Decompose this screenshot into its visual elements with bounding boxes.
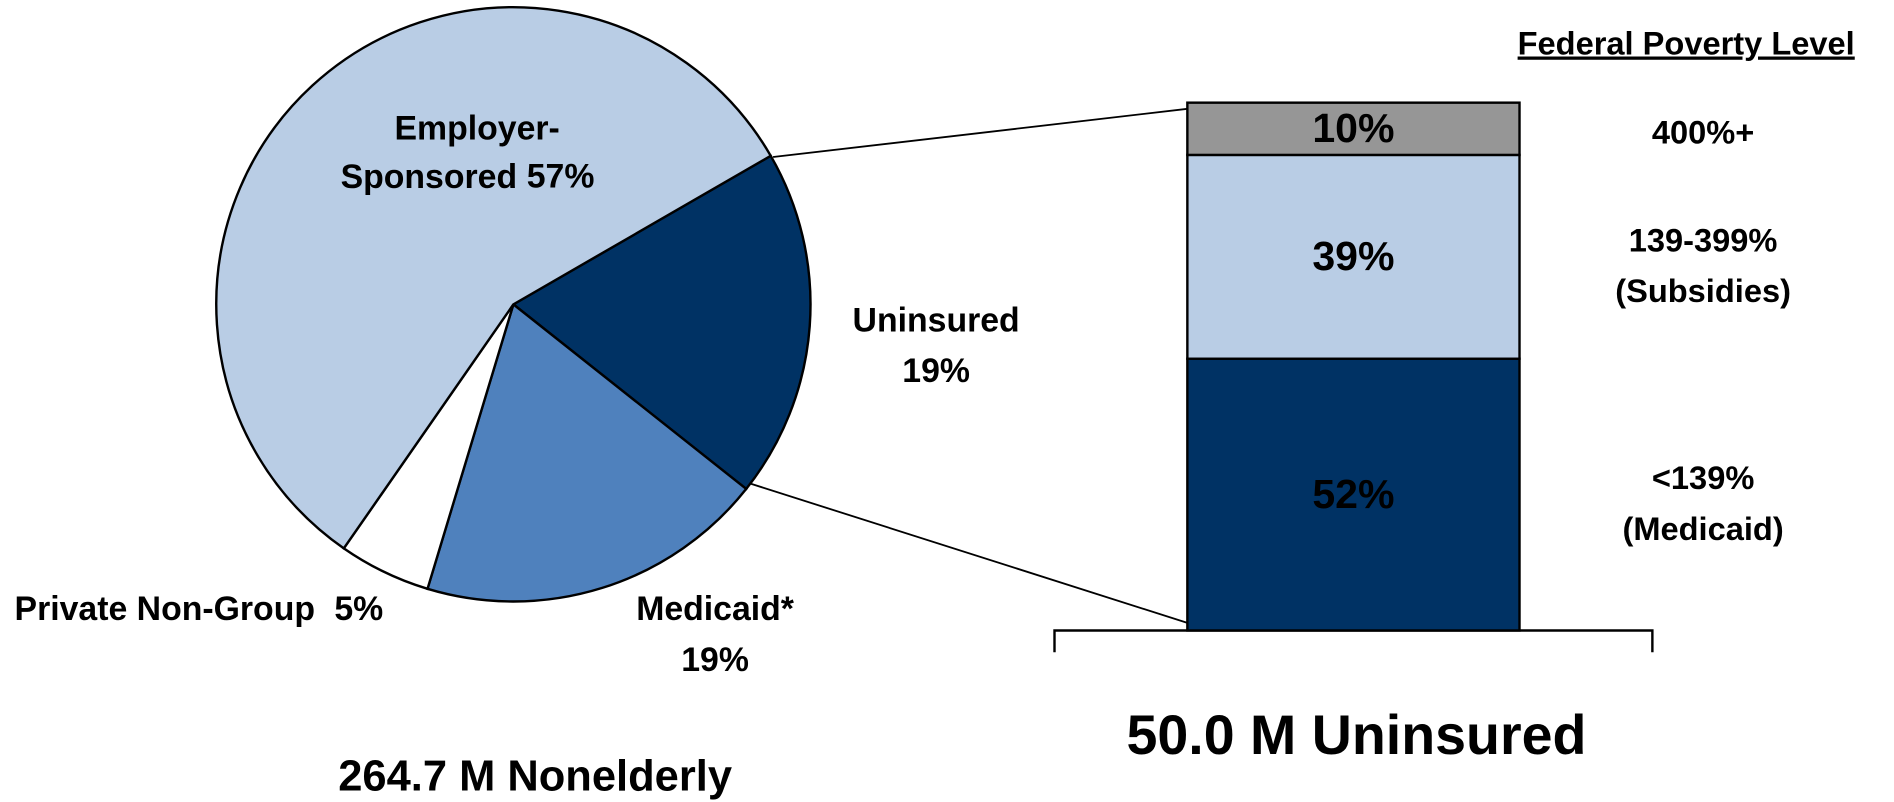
- connector: [772, 107, 1189, 158]
- slice-value: 5%: [334, 590, 383, 628]
- pie-slices: [215, 6, 812, 603]
- value-label: 52%: [1312, 471, 1394, 517]
- bracket: [1053, 629, 1654, 653]
- pie-slice: [426, 302, 748, 603]
- legend-label: 139-399% (Subsidies): [1615, 221, 1791, 309]
- legend-title: Federal Poverty Level: [1518, 25, 1855, 62]
- slice-label: Private Non-Group: [15, 590, 315, 628]
- slice-value: 19%: [902, 352, 970, 390]
- slice-value: 19%: [681, 641, 749, 679]
- bar-segment: [1186, 101, 1521, 157]
- slice-label: Medicaid*: [636, 590, 795, 628]
- value-label: 39%: [1312, 233, 1394, 279]
- slice-value: 57%: [527, 158, 595, 196]
- bar-title: 50.0 M Uninsured: [1126, 704, 1586, 766]
- connector: [748, 482, 1189, 625]
- value-label: 10%: [1312, 105, 1394, 151]
- pie-slice: [215, 6, 773, 551]
- pie-slice: [511, 154, 812, 491]
- bar-segment: [1186, 357, 1521, 632]
- slice-label: Uninsured: [853, 301, 1020, 339]
- legend-label: <139% (Medicaid): [1622, 459, 1783, 547]
- pie-title: 264.7 M Nonelderly: [338, 753, 732, 801]
- legend-label: 400%+: [1652, 113, 1754, 150]
- slice-label: Employer-Sponsored: [341, 109, 560, 195]
